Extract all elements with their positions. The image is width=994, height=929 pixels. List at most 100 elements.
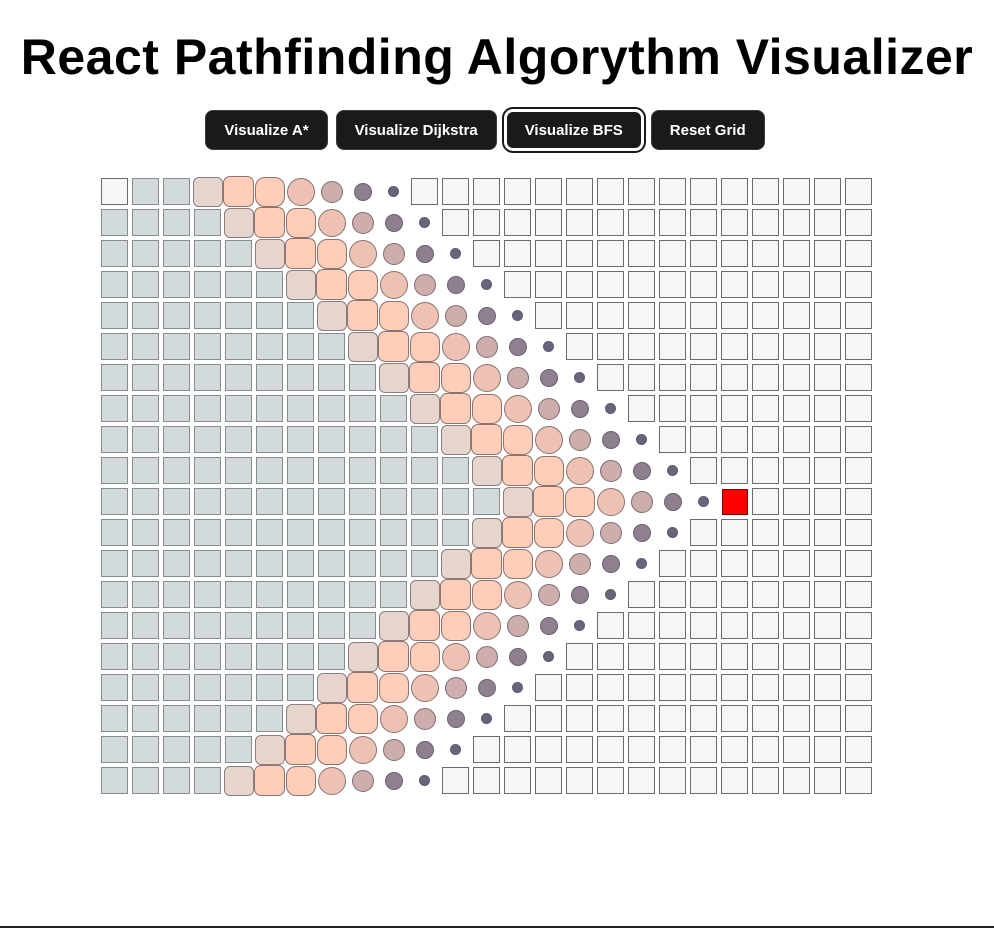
grid-cell[interactable] (285, 331, 316, 362)
grid-cell[interactable] (843, 393, 874, 424)
grid-cell[interactable] (843, 207, 874, 238)
grid-cell[interactable] (502, 610, 533, 641)
grid-cell[interactable] (440, 672, 471, 703)
grid-cell[interactable] (781, 393, 812, 424)
grid-cell[interactable] (533, 300, 564, 331)
grid-cell[interactable] (440, 269, 471, 300)
grid-cell[interactable] (192, 517, 223, 548)
grid-cell[interactable] (719, 765, 750, 796)
grid-cell[interactable] (378, 207, 409, 238)
grid-cell[interactable] (750, 269, 781, 300)
grid-cell[interactable] (192, 641, 223, 672)
grid-cell[interactable] (223, 362, 254, 393)
grid-cell[interactable] (192, 486, 223, 517)
grid-cell[interactable] (378, 393, 409, 424)
grid-cell[interactable] (285, 672, 316, 703)
grid-cell[interactable] (316, 579, 347, 610)
grid-cell[interactable] (192, 300, 223, 331)
grid-cell[interactable] (440, 424, 471, 455)
grid-cell[interactable] (502, 269, 533, 300)
grid-cell[interactable] (564, 300, 595, 331)
grid-cell[interactable] (378, 672, 409, 703)
grid-cell[interactable] (533, 641, 564, 672)
grid-cell[interactable] (812, 703, 843, 734)
grid-cell[interactable] (781, 455, 812, 486)
grid-cell[interactable] (99, 486, 130, 517)
grid-cell[interactable] (750, 641, 781, 672)
grid-cell[interactable] (812, 207, 843, 238)
grid-cell[interactable] (130, 703, 161, 734)
grid-cell[interactable] (440, 579, 471, 610)
grid-cell[interactable] (409, 517, 440, 548)
grid-cell[interactable] (781, 517, 812, 548)
grid-cell[interactable] (688, 734, 719, 765)
grid-cell[interactable] (223, 548, 254, 579)
grid-cell[interactable] (564, 765, 595, 796)
grid-cell[interactable] (595, 455, 626, 486)
grid-cell[interactable] (595, 207, 626, 238)
grid-cell[interactable] (564, 703, 595, 734)
grid-cell[interactable] (688, 703, 719, 734)
grid-cell[interactable] (161, 331, 192, 362)
grid-cell[interactable] (843, 765, 874, 796)
grid-cell[interactable] (99, 641, 130, 672)
grid-cell[interactable] (130, 610, 161, 641)
grid-cell[interactable] (781, 424, 812, 455)
grid-cell[interactable] (99, 765, 130, 796)
grid-cell[interactable] (409, 269, 440, 300)
grid-cell[interactable] (533, 765, 564, 796)
grid-cell[interactable] (409, 300, 440, 331)
grid-cell[interactable] (316, 331, 347, 362)
grid-cell[interactable] (254, 548, 285, 579)
grid-cell[interactable] (99, 300, 130, 331)
grid-cell[interactable] (223, 269, 254, 300)
grid-cell[interactable] (626, 362, 657, 393)
grid-cell[interactable] (626, 238, 657, 269)
grid-cell[interactable] (595, 331, 626, 362)
grid-cell[interactable] (254, 610, 285, 641)
grid-cell[interactable] (285, 424, 316, 455)
grid-cell[interactable] (99, 331, 130, 362)
grid-cell[interactable] (130, 579, 161, 610)
grid-cell[interactable] (347, 548, 378, 579)
grid-cell[interactable] (316, 393, 347, 424)
grid-cell[interactable] (440, 734, 471, 765)
grid-cell[interactable] (130, 300, 161, 331)
grid-cell[interactable] (99, 703, 130, 734)
grid-cell[interactable] (471, 455, 502, 486)
grid-cell[interactable] (657, 455, 688, 486)
grid-cell[interactable] (502, 641, 533, 672)
grid-cell[interactable] (347, 207, 378, 238)
grid-cell[interactable] (347, 765, 378, 796)
grid-cell[interactable] (626, 486, 657, 517)
grid-cell[interactable] (316, 424, 347, 455)
grid-cell[interactable] (781, 238, 812, 269)
grid-cell[interactable] (595, 269, 626, 300)
grid-cell[interactable] (843, 610, 874, 641)
grid-cell[interactable] (378, 486, 409, 517)
grid-cell[interactable] (688, 207, 719, 238)
grid-cell[interactable] (130, 331, 161, 362)
grid-cell[interactable] (378, 238, 409, 269)
grid-cell[interactable] (719, 548, 750, 579)
grid-cell[interactable] (843, 734, 874, 765)
grid-cell[interactable] (161, 579, 192, 610)
grid-cell[interactable] (502, 393, 533, 424)
grid-cell[interactable] (843, 362, 874, 393)
grid-cell[interactable] (564, 269, 595, 300)
grid-cell[interactable] (657, 548, 688, 579)
grid-cell[interactable] (130, 238, 161, 269)
grid-cell[interactable] (719, 331, 750, 362)
grid-cell[interactable] (812, 734, 843, 765)
grid-cell[interactable] (626, 300, 657, 331)
grid-cell[interactable] (719, 610, 750, 641)
grid-cell[interactable] (595, 517, 626, 548)
grid-cell[interactable] (440, 610, 471, 641)
grid-cell[interactable] (254, 455, 285, 486)
grid-cell[interactable] (564, 362, 595, 393)
grid-cell[interactable] (99, 424, 130, 455)
grid-cell[interactable] (626, 765, 657, 796)
grid-cell[interactable] (812, 393, 843, 424)
grid-cell[interactable] (781, 610, 812, 641)
grid-cell[interactable] (564, 579, 595, 610)
